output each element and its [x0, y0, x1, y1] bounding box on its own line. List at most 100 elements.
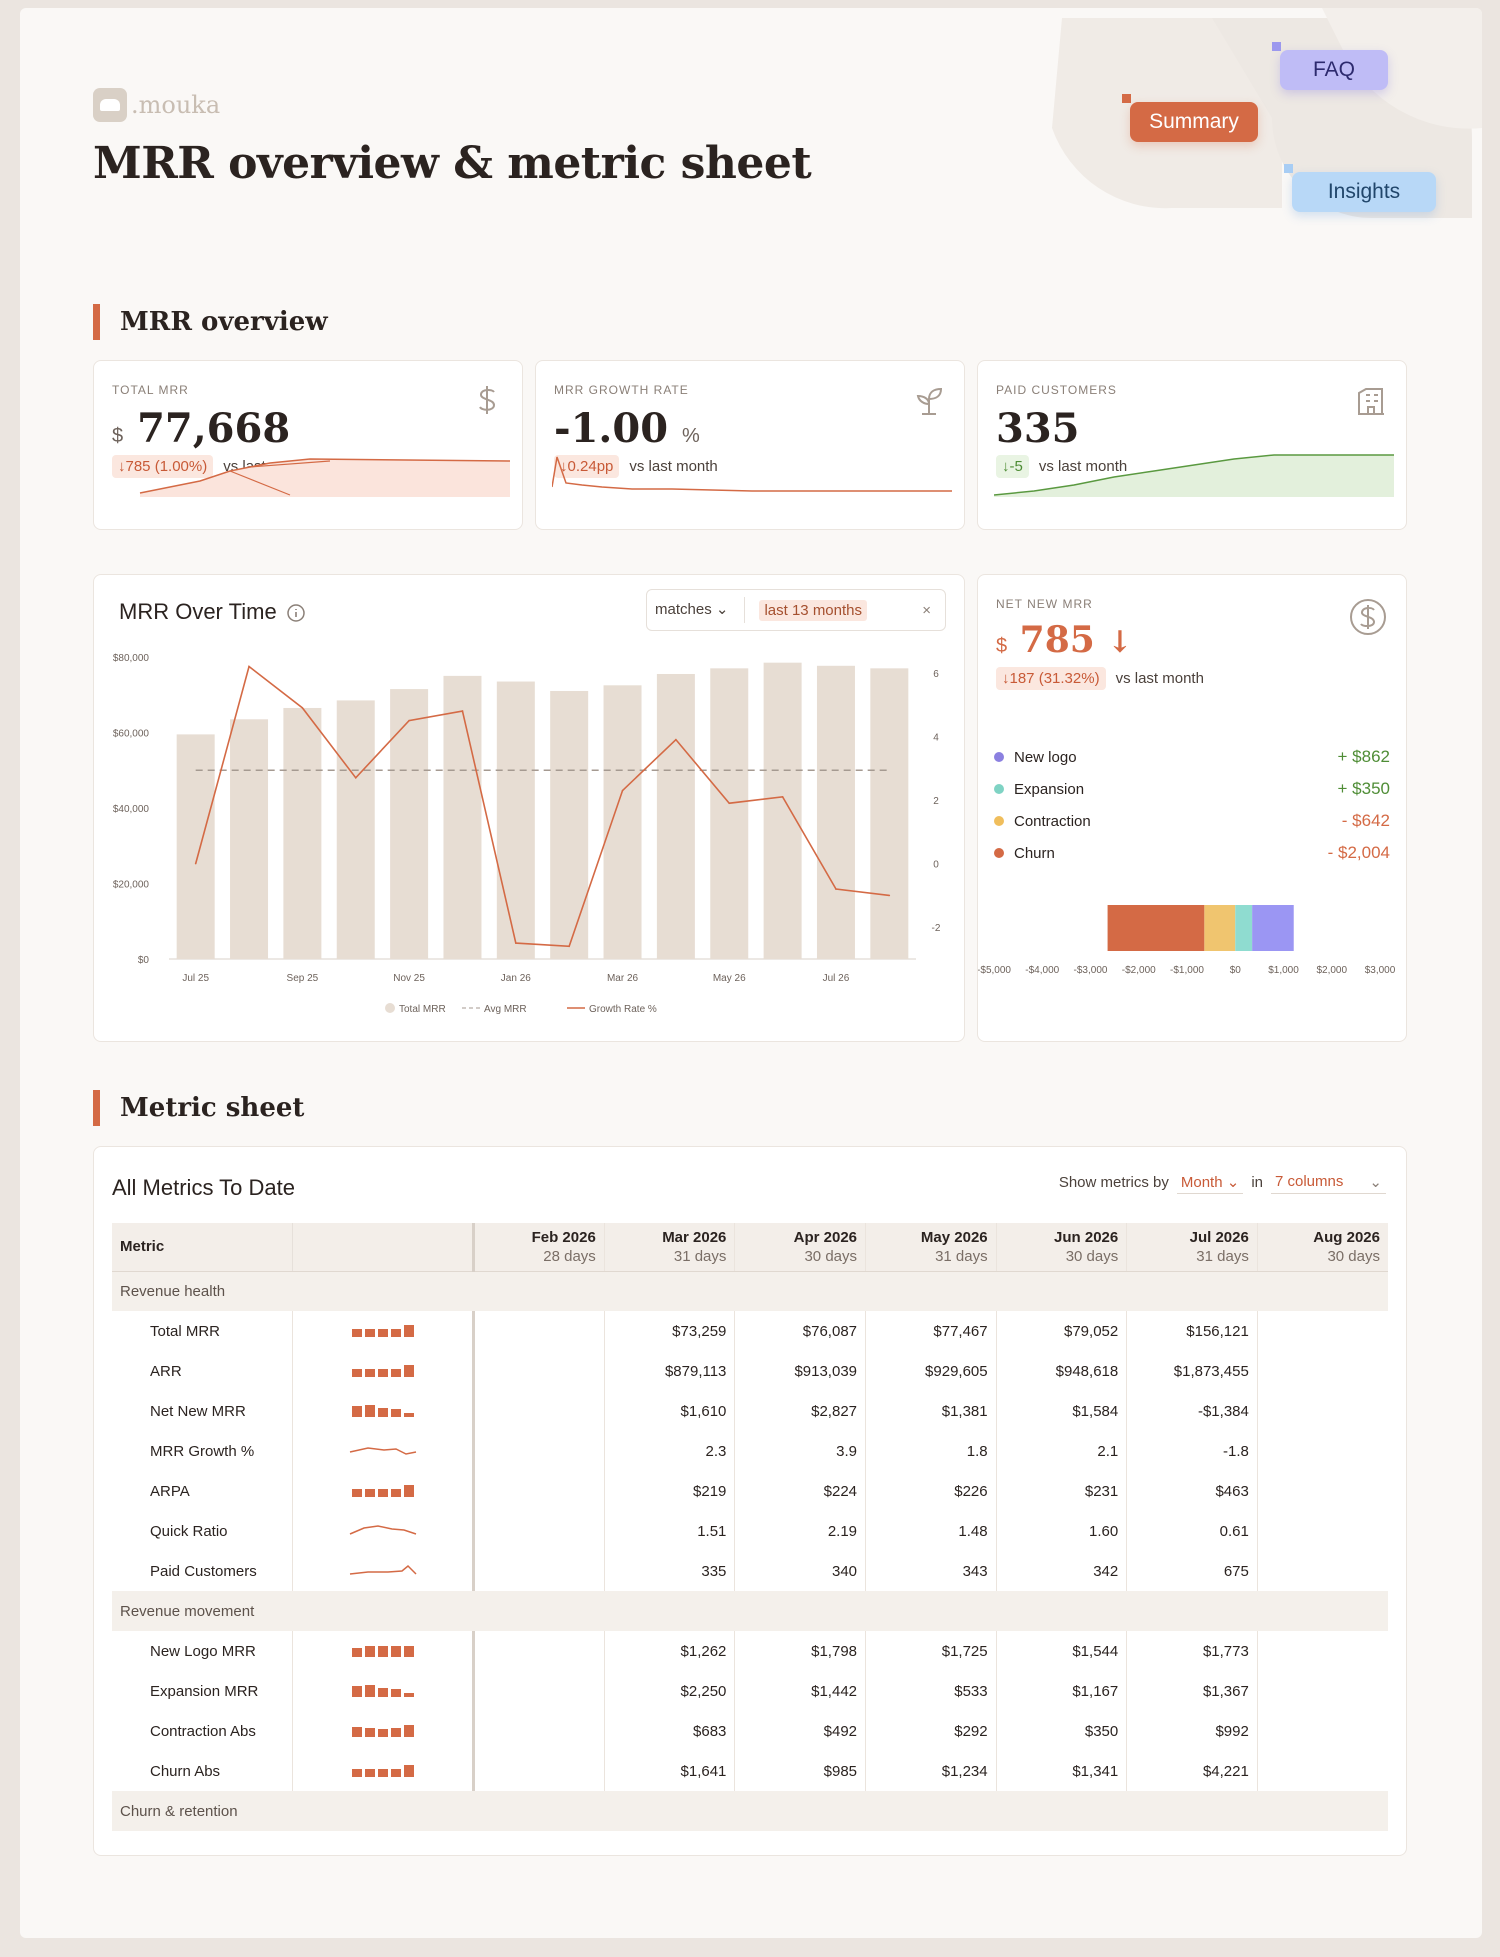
- kpi-card-total-mrr: TOTAL MRR $ 77,668 ↓785 (1.00%)vs last m…: [93, 360, 523, 530]
- table-row[interactable]: MRR Growth % 2.3 3.9 1.8 2.1 -1.8: [112, 1431, 1388, 1471]
- arrow-down-icon: ↓: [1107, 625, 1133, 660]
- mrr-bar: [870, 668, 909, 959]
- x-axis-tick-label: -$2,000: [1122, 965, 1156, 976]
- metric-cell: $1,641: [603, 1751, 735, 1791]
- month-header[interactable]: Jul 2026 31 days: [1126, 1223, 1258, 1272]
- metric-cell: $76,087: [734, 1311, 866, 1351]
- legend-dot-icon: [994, 752, 1004, 762]
- columns-select[interactable]: 7 columns ⌄: [1271, 1171, 1386, 1194]
- metric-cell: $879,113: [603, 1351, 735, 1391]
- metric-table-wrap[interactable]: Metric Feb 2026 28 days Mar 2026 31 days A…: [112, 1223, 1388, 1855]
- table-row[interactable]: ARR $879,113 $913,039 $929,605 $948,618 $1,87…: [112, 1351, 1388, 1391]
- metric-cell: [472, 1511, 605, 1551]
- month-header[interactable]: Aug 2026 30 days: [1256, 1223, 1388, 1272]
- table-row[interactable]: Churn Abs $1,641 $985 $1,234 $1,341 $4,221: [112, 1751, 1388, 1791]
- month-header[interactable]: Feb 2026 28 days: [472, 1223, 605, 1272]
- filter-operator[interactable]: matches ⌄: [647, 597, 746, 623]
- growth-rate-line: [194, 665, 890, 948]
- clear-filter-icon[interactable]: ×: [922, 601, 931, 619]
- metric-name: ARR: [150, 1362, 182, 1380]
- metric-cell: $985: [734, 1751, 866, 1791]
- row-sparkline: [292, 1631, 474, 1671]
- metric-cell: [472, 1551, 605, 1591]
- section-header-overview: MRR overview: [93, 304, 328, 340]
- month-header[interactable]: Mar 2026 31 days: [603, 1223, 735, 1272]
- breakdown-label: Churn: [1014, 844, 1055, 862]
- metric-name: MRR Growth %: [150, 1442, 255, 1460]
- stack-segment-contraction: [1204, 905, 1236, 951]
- legend-dot-icon: [994, 816, 1004, 826]
- month-header[interactable]: Jun 2026 30 days: [995, 1223, 1127, 1272]
- group-row[interactable]: Revenue health: [112, 1271, 1388, 1311]
- metric-header: Metric: [112, 1223, 293, 1272]
- breakdown-label: New logo: [1014, 748, 1077, 766]
- metric-cell: $1,584: [995, 1391, 1127, 1431]
- metric-cell: -1.8: [1126, 1431, 1258, 1471]
- page-title: MRR overview & metric sheet: [93, 138, 812, 189]
- metric-cell: $292: [865, 1711, 997, 1751]
- table-row[interactable]: Contraction Abs $683 $492 $292 $350 $992: [112, 1711, 1388, 1751]
- month-header[interactable]: Apr 2026 30 days: [734, 1223, 866, 1272]
- mrr-bar: [336, 700, 375, 959]
- x-axis-tick-label: -$3,000: [1074, 965, 1108, 976]
- growth-rate-point: [781, 796, 784, 798]
- page: FAQ Summary Insights .mouka MRR overview…: [20, 8, 1482, 1938]
- table-row[interactable]: ARPA $219 $224 $226 $231 $463: [112, 1471, 1388, 1511]
- metric-cell: $1,544: [995, 1631, 1127, 1671]
- metric-cell: [1256, 1511, 1388, 1551]
- breakdown-value: - $2,004: [1327, 843, 1390, 862]
- metric-cell: 1.8: [865, 1431, 997, 1471]
- breakdown-value: + $862: [1337, 747, 1390, 766]
- metric-name: Net New MRR: [150, 1402, 246, 1420]
- group-row[interactable]: Revenue movement: [112, 1591, 1388, 1631]
- metric-cell: $533: [865, 1671, 997, 1711]
- legend-label: Growth Rate %: [589, 1004, 657, 1015]
- growth-rate-point: [621, 789, 624, 792]
- mrr-bar: [176, 734, 215, 959]
- kpi-sparkline: [110, 458, 510, 497]
- row-sparkline: [292, 1511, 474, 1551]
- summary-tag[interactable]: Summary: [1122, 94, 1258, 142]
- mrr-bar: [443, 675, 482, 959]
- metric-cell: [1256, 1311, 1388, 1351]
- metric-cell: $1,610: [603, 1391, 735, 1431]
- metric-cell: 343: [865, 1551, 997, 1591]
- table-row[interactable]: Quick Ratio 1.51 2.19 1.48 1.60 0.61: [112, 1511, 1388, 1551]
- breakdown-label: Expansion: [1014, 780, 1085, 798]
- mrr-over-time-card: MRR Over Time matches ⌄ last 13 months ×…: [93, 574, 965, 1042]
- metric-cell: [472, 1631, 605, 1671]
- mrr-bar: [230, 719, 269, 959]
- x-axis-tick-label: $1,000: [1268, 965, 1299, 976]
- metric-cell: $1,381: [865, 1391, 997, 1431]
- metric-cell: $1,341: [995, 1751, 1127, 1791]
- month-header[interactable]: May 2026 31 days: [865, 1223, 997, 1272]
- table-row[interactable]: Paid Customers 335 340 343 342 675: [112, 1551, 1388, 1591]
- sheet-title: All Metrics To Date: [112, 1175, 295, 1200]
- breakdown-item: Churn - $2,004: [994, 843, 1390, 863]
- metric-cell: $1,798: [734, 1631, 866, 1671]
- row-sparkline: [292, 1351, 474, 1391]
- row-sparkline: [292, 1471, 474, 1511]
- x-axis-tick-label: Jul 25: [182, 973, 209, 984]
- kpi-delta: ↓187 (31.32%) vs last month: [996, 667, 1204, 690]
- x-axis-tick-label: May 26: [713, 973, 746, 984]
- kpi-card-growth-rate: MRR GROWTH RATE -1.00 % ↓0.24pp vs last m…: [535, 360, 965, 530]
- building-icon: [1358, 388, 1384, 415]
- group-row[interactable]: Churn & retention: [112, 1791, 1388, 1831]
- insights-tag[interactable]: Insights: [1284, 164, 1436, 212]
- table-row[interactable]: Expansion MRR $2,250 $1,442 $533 $1,167 $1,36…: [112, 1671, 1388, 1711]
- filter-value[interactable]: last 13 months: [759, 599, 868, 621]
- info-icon[interactable]: [286, 603, 306, 623]
- metric-cell: 0.61: [1126, 1511, 1258, 1551]
- date-range-filter[interactable]: matches ⌄ last 13 months ×: [646, 589, 946, 631]
- period-select[interactable]: Month ⌄: [1176, 1171, 1244, 1194]
- faq-tag[interactable]: FAQ: [1272, 42, 1388, 90]
- metric-cell: [472, 1471, 605, 1511]
- table-row[interactable]: Total MRR $73,259 $76,087 $77,467 $79,052 $15…: [112, 1311, 1388, 1351]
- left-axis-tick-label: $40,000: [113, 804, 150, 815]
- table-row[interactable]: New Logo MRR $1,262 $1,798 $1,725 $1,544 $1,7…: [112, 1631, 1388, 1671]
- metric-cell: $226: [865, 1471, 997, 1511]
- metric-cell: $948,618: [995, 1351, 1127, 1391]
- table-row[interactable]: Net New MRR $1,610 $2,827 $1,381 $1,584 -$1,3…: [112, 1391, 1388, 1431]
- metric-cell: $2,250: [603, 1671, 735, 1711]
